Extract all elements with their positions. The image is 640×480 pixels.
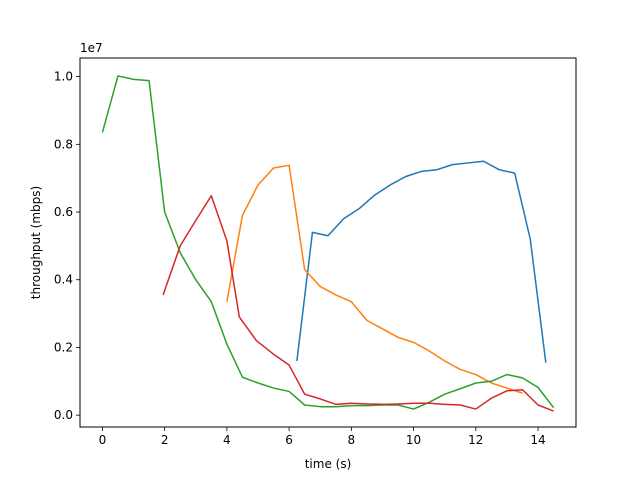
x-tick-label: 6 bbox=[285, 433, 293, 447]
axes-frame bbox=[79, 57, 577, 428]
y-tick-label: 0.6 bbox=[54, 205, 73, 219]
y-tick-label: 0.8 bbox=[54, 137, 73, 151]
series-line-4 bbox=[162, 195, 554, 412]
x-tick-label: 2 bbox=[161, 433, 169, 447]
series-line-3 bbox=[101, 75, 555, 410]
y-tick-label: 0.4 bbox=[54, 273, 73, 287]
x-tick-label: 10 bbox=[406, 433, 421, 447]
x-axis-ticks: 0 2 4 6 8 10 12 14 bbox=[99, 427, 546, 447]
x-axis-label: time (s) bbox=[305, 457, 352, 471]
y-axis-offset-label: 1e7 bbox=[80, 41, 103, 55]
plot-series bbox=[101, 75, 555, 412]
y-tick-label: 0.2 bbox=[54, 340, 73, 354]
x-tick-label: 0 bbox=[99, 433, 107, 447]
y-tick-label: 0.0 bbox=[54, 408, 73, 422]
x-tick-label: 14 bbox=[530, 433, 545, 447]
x-tick-label: 8 bbox=[348, 433, 356, 447]
series-line-1 bbox=[296, 160, 547, 363]
y-axis-ticks: 0.0 0.2 0.4 0.6 0.8 1.0 bbox=[54, 70, 80, 422]
y-axis-label: throughput (mbps) bbox=[29, 186, 43, 299]
x-tick-label: 4 bbox=[223, 433, 231, 447]
y-tick-label: 1.0 bbox=[54, 70, 73, 84]
series-line-2 bbox=[226, 164, 523, 394]
x-tick-label: 12 bbox=[468, 433, 483, 447]
